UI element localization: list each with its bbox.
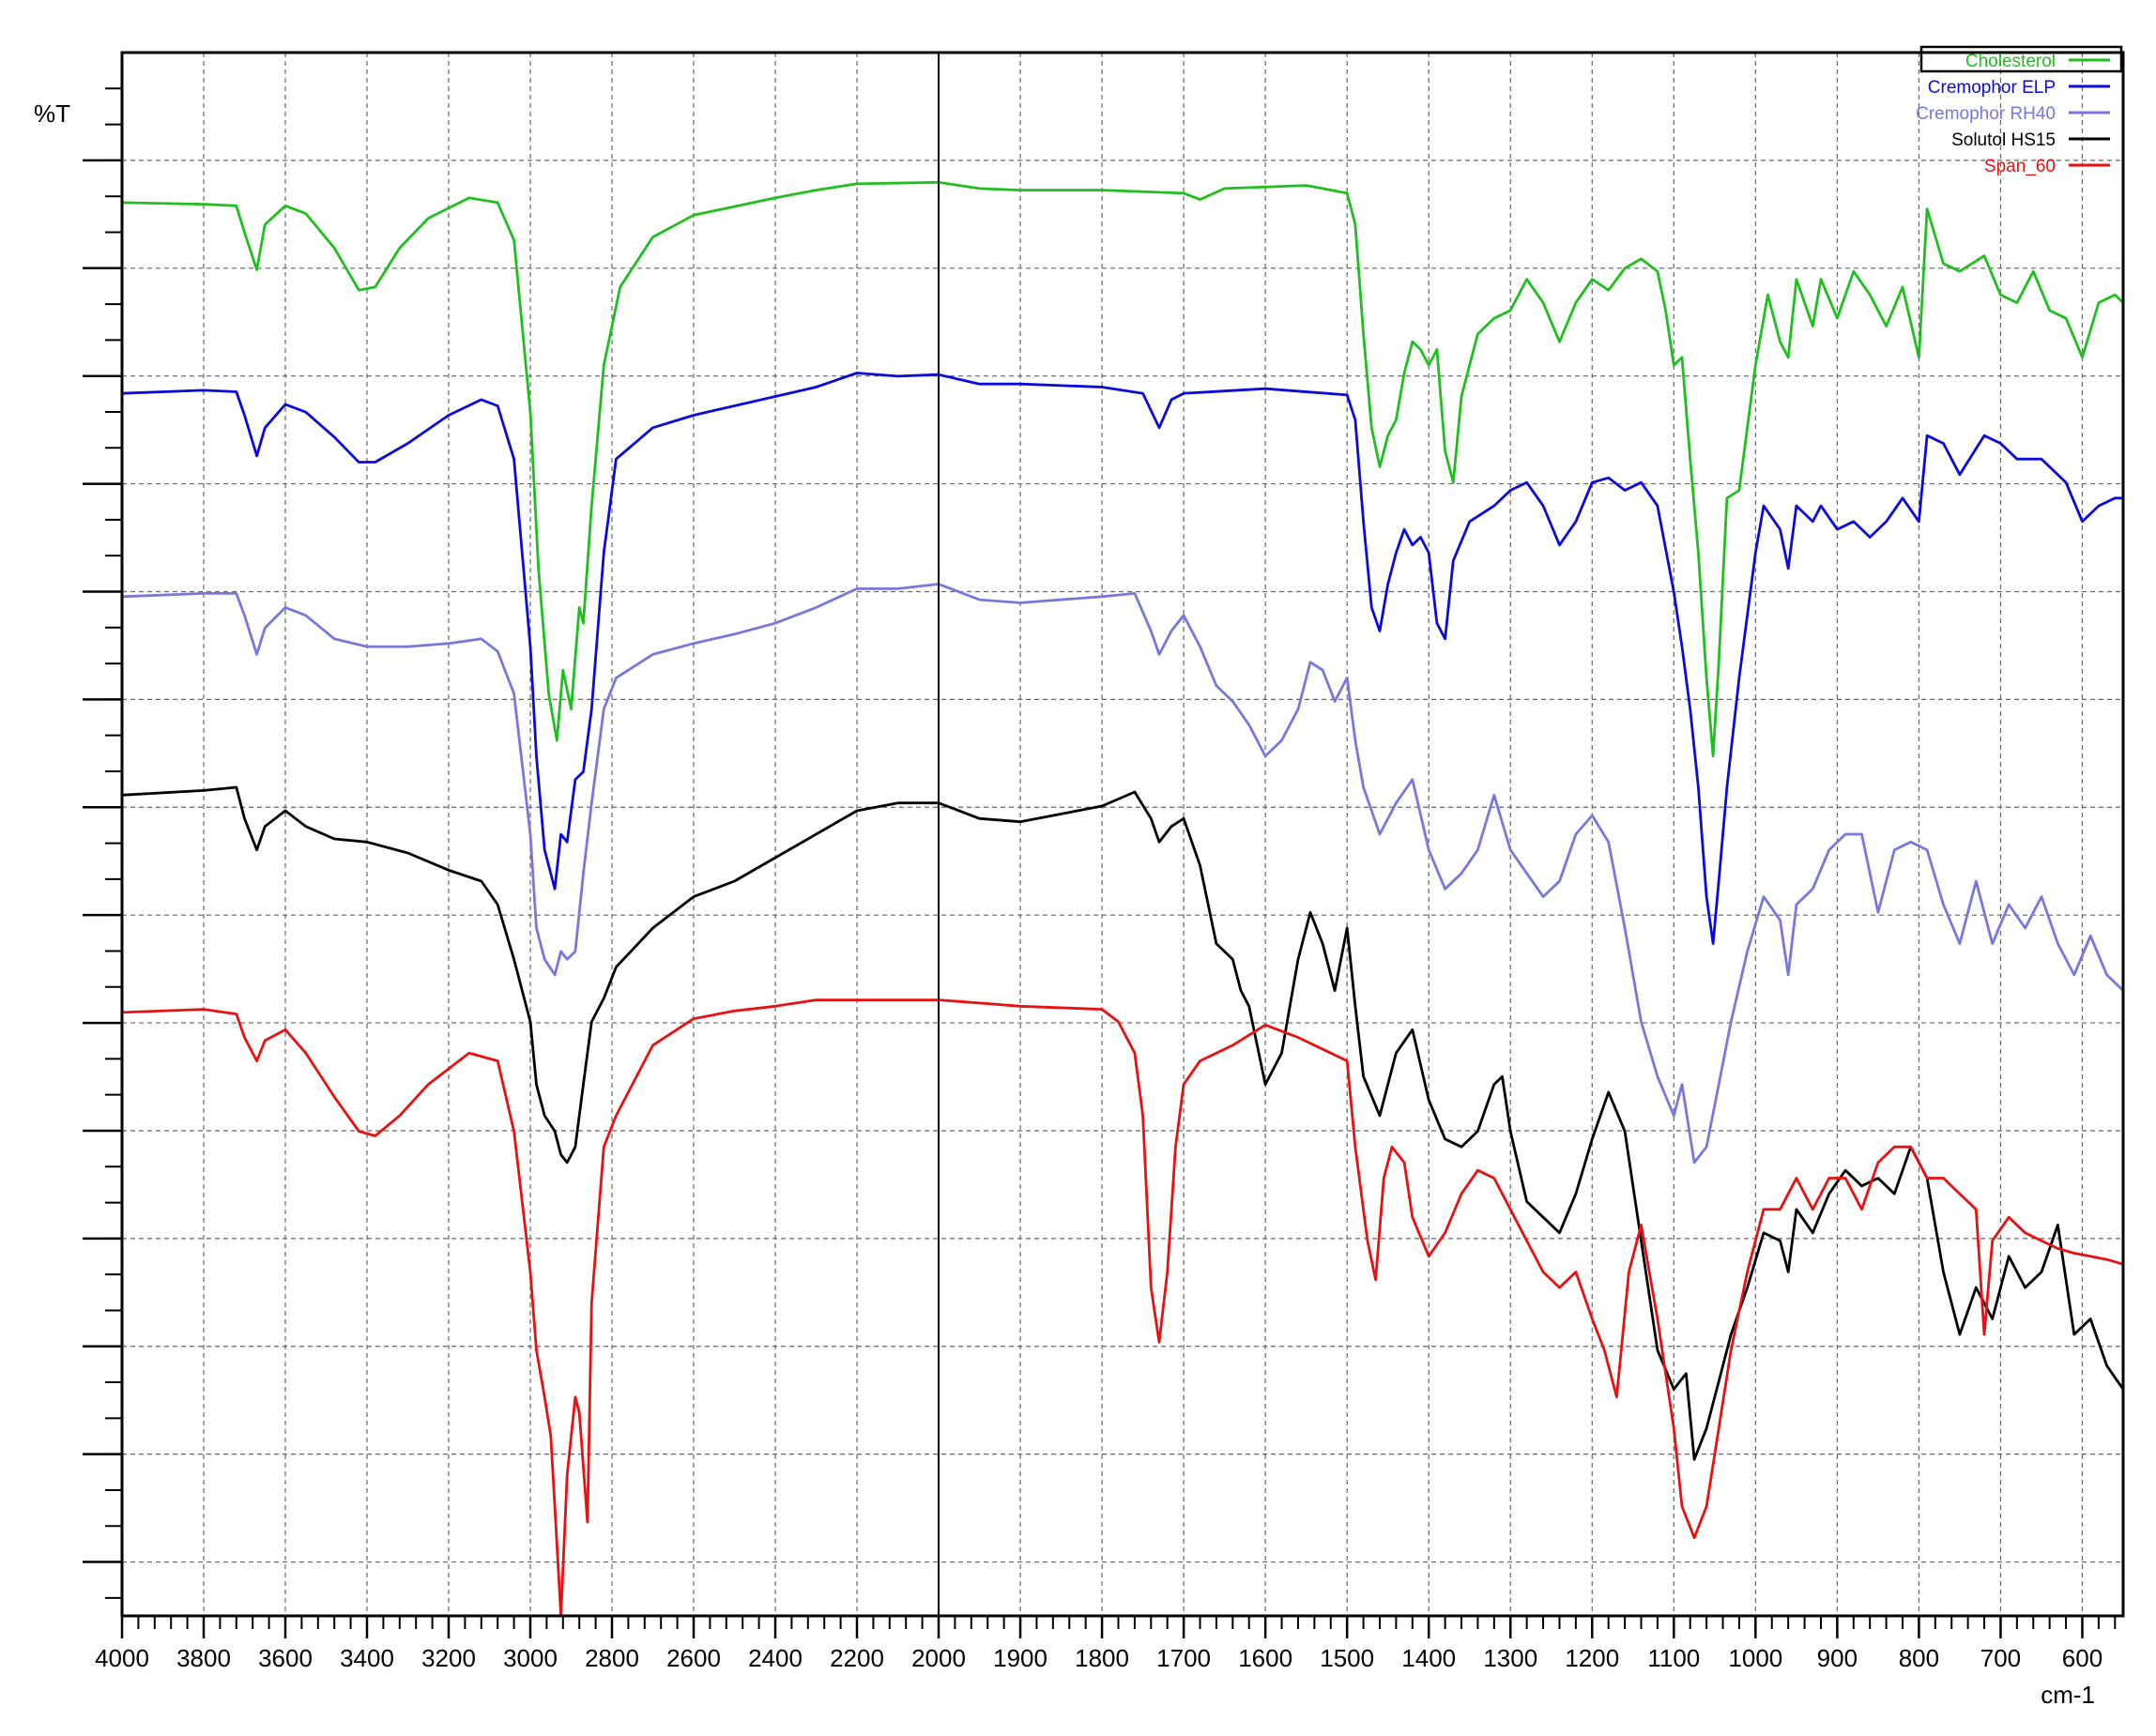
x-tick-label: 800 — [1899, 1644, 1939, 1672]
x-tick-label: 1300 — [1483, 1644, 1537, 1672]
plot-frame — [120, 51, 2125, 1618]
x-tick-label: 1400 — [1401, 1644, 1456, 1672]
series-lines — [121, 180, 2125, 1618]
series-line-cholesterol — [121, 180, 2124, 758]
x-tick-label: 3800 — [176, 1644, 231, 1672]
x-tick-label: 1100 — [1647, 1644, 1700, 1672]
x-axis-label: cm-1 — [2041, 1681, 2095, 1709]
grid-lines — [122, 53, 2123, 1616]
x-tick-label: 2600 — [666, 1644, 721, 1672]
x-tick-label: 1800 — [1075, 1644, 1129, 1672]
x-tick-label: 1700 — [1156, 1644, 1211, 1672]
x-tick-label: 3000 — [503, 1644, 558, 1672]
x-tick-label: 3400 — [340, 1644, 394, 1672]
axes: 4000 3800 3600 3400 3200 3000 2800 2600 2400 2200… — [83, 51, 2125, 1672]
x-tick-label: 1500 — [1320, 1644, 1374, 1672]
legend-highlight-box — [1919, 45, 2123, 73]
x-tick-label: 2400 — [748, 1644, 803, 1672]
series-line-cremophor-elp — [121, 372, 2123, 945]
series-line-span-60 — [121, 998, 2124, 1618]
legend-label: Cremophor RH40 — [1916, 104, 2056, 124]
x-tick-label: 900 — [1817, 1644, 1858, 1672]
x-tick-label: 1900 — [993, 1644, 1047, 1672]
x-tick-label: 2200 — [830, 1644, 884, 1672]
x-tick-label: 2000 — [911, 1644, 966, 1672]
legend-label: Span_60 — [1984, 157, 2056, 176]
x-tick-label: 700 — [1980, 1644, 2021, 1672]
y-axis-label: %T — [34, 99, 70, 128]
legend: Cholesterol Cremophor ELP Cremophor RH40 So… — [1916, 45, 2123, 176]
legend-label: Solutol HS15 — [1951, 130, 2056, 150]
x-tick-label: 1000 — [1728, 1644, 1782, 1672]
x-tick-label: 3200 — [421, 1644, 476, 1672]
x-tick-label: 1200 — [1565, 1644, 1619, 1672]
x-tick-label: 4000 — [95, 1644, 149, 1672]
legend-label: Cremophor ELP — [1928, 78, 2056, 98]
series-line-solutol-hs15 — [121, 785, 2125, 1461]
x-tick-label: 2800 — [585, 1644, 639, 1672]
legend-label: Cholesterol — [1965, 52, 2056, 71]
x-tick-label: 600 — [2062, 1644, 2102, 1672]
x-tick-label: 3600 — [258, 1644, 313, 1672]
series-line-cremophor-rh40 — [121, 583, 2124, 1165]
x-tick-label: 1600 — [1238, 1644, 1292, 1672]
